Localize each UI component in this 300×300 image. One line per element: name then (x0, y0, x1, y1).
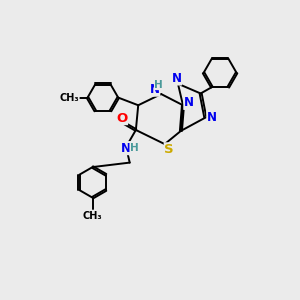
Text: S: S (164, 143, 174, 156)
Text: N: N (121, 142, 131, 154)
Text: H: H (154, 80, 163, 90)
Text: H: H (130, 143, 139, 153)
Text: CH₃: CH₃ (59, 93, 79, 103)
Text: N: N (207, 111, 217, 124)
Text: N: N (184, 96, 194, 110)
Text: O: O (116, 112, 128, 124)
Text: CH₃: CH₃ (83, 211, 102, 221)
Text: N: N (150, 83, 160, 96)
Text: N: N (172, 72, 182, 85)
